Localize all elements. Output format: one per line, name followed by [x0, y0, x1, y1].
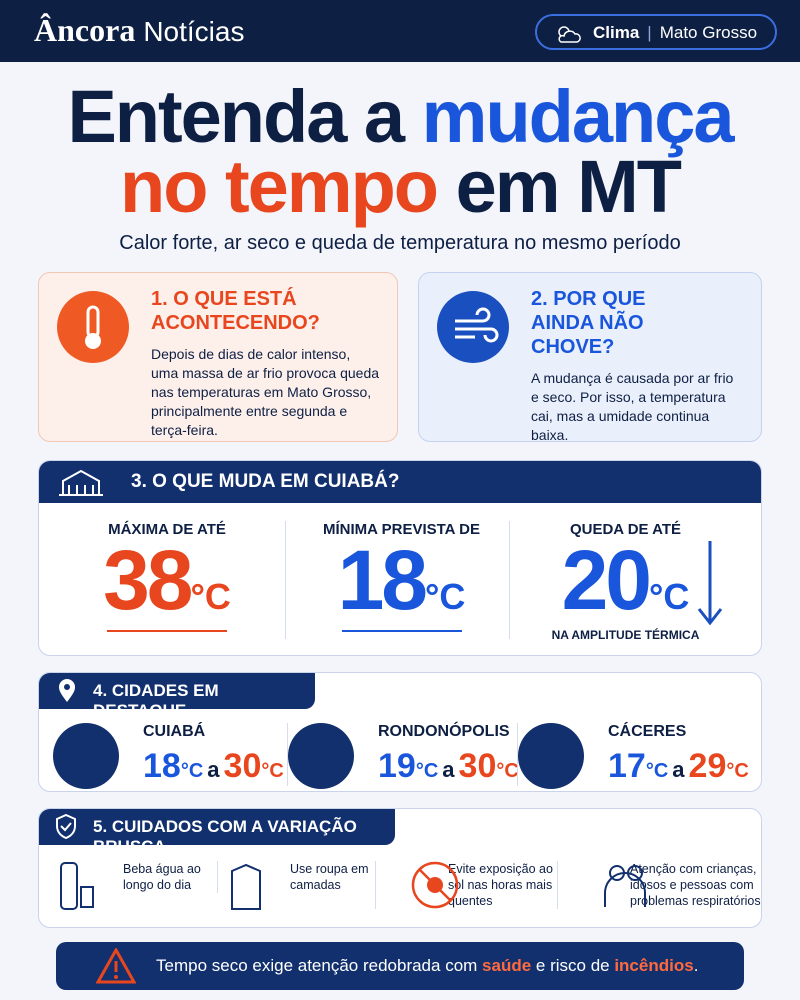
card: 1. O QUE ESTÁ ACONTECENDO? Depois de dia…: [38, 272, 398, 442]
shield-icon: [56, 814, 76, 840]
city-name: CUIABÁ: [143, 723, 206, 740]
unit: °C: [261, 760, 284, 782]
footer-text: e risco de: [531, 956, 615, 975]
city-icon: [288, 723, 354, 789]
stat-label: MÍNIMA PREVISTA DE: [323, 521, 480, 538]
footer-banner: Tempo seco exige atenção redobrada com s…: [56, 942, 744, 990]
icon-circle: [57, 291, 129, 363]
topic: Clima: [593, 23, 640, 42]
joiner: a: [672, 757, 685, 782]
section-title: 3. O QUE MUDA EM CUIABÁ?: [131, 471, 400, 492]
headline-line-1: Entenda a mudança: [0, 80, 800, 154]
city-temps: 18°C a 30°C: [143, 747, 284, 786]
rule: [341, 630, 462, 632]
divider: |: [647, 23, 652, 42]
section-bar: 5. CUIDADOS COM A VARIAÇÃO BRUSCA: [39, 809, 395, 856]
max: 30: [223, 747, 262, 785]
city: CÁCERES 17°C a 29°C: [517, 723, 749, 789]
footer-highlight: saúde: [482, 956, 532, 975]
tip-icons: [60, 861, 646, 910]
footer-text: Tempo seco exige atenção redobrada com: [156, 956, 483, 975]
city-name: RONDONÓPOLIS: [378, 723, 510, 740]
stat-value: 18°C: [286, 538, 517, 622]
thermometer-icon: [85, 305, 101, 349]
max: 30: [458, 747, 497, 785]
cuiaba-section: 3. O QUE MUDA EM CUIABÁ? MÁXIMA DE ATÉ 38…: [38, 460, 762, 656]
stat-label: QUEDA DE ATÉ: [569, 521, 682, 538]
headline-part: mudança: [421, 75, 735, 158]
stat: MÍNIMA PREVISTA DE 18°C: [285, 521, 517, 639]
header-bar: Âncora Notícias Clima | Mato Grosso: [0, 0, 800, 62]
weather-icon: [558, 26, 581, 43]
unit: °C: [415, 760, 439, 782]
section-bar: 3. O QUE MUDA EM CUIABÁ?: [39, 461, 761, 503]
unit: °C: [180, 760, 204, 782]
headline-line-2: no tempo em MT: [0, 150, 800, 224]
value: 20: [561, 533, 652, 627]
place: Mato Grosso: [659, 23, 758, 42]
tip: Atenção com crianças, idosos e pessoas c…: [557, 861, 761, 909]
brand: Âncora Notícias: [34, 12, 244, 49]
stat-value: 38°C: [51, 538, 283, 622]
city-temps: 17°C a 29°C: [608, 747, 749, 786]
down-arrow: [697, 541, 723, 626]
brand-name: Âncora: [34, 12, 136, 48]
rule: [107, 630, 227, 632]
section-bar: 4. CIDADES EM DESTAQUE: [39, 673, 315, 720]
cities-section: 4. CIDADES EM DESTAQUE CUIABÁ 18°C a 30°C R…: [38, 672, 762, 792]
card-title: 2. POR QUE AINDA NÃO CHOVE?: [531, 288, 646, 358]
care-section: 5. CUIDADOS COM A VARIAÇÃO BRUSCA Beba á…: [38, 808, 762, 928]
brand-suffix: Notícias: [143, 16, 245, 47]
card-body: A mudança é causada por ar frio e seco. …: [531, 370, 734, 443]
headline-part: no tempo: [120, 145, 439, 228]
building-icon: [59, 469, 103, 496]
card-body: Depois de dias de calor intenso, uma mas…: [151, 346, 380, 438]
unit: °C: [190, 576, 231, 617]
card-title: 1. O QUE ESTÁ ACONTECENDO?: [151, 288, 320, 334]
min: 19: [378, 747, 416, 785]
topic-badge: Clima | Mato Grosso: [535, 14, 777, 50]
unit: °C: [496, 760, 519, 782]
subtitle: Calor forte, ar seco e queda de temperat…: [119, 232, 681, 254]
stat-label: MÁXIMA DE ATÉ: [108, 521, 226, 538]
city-name: CÁCERES: [608, 723, 687, 740]
warning-icon: [96, 948, 136, 984]
city: CUIABÁ 18°C a 30°C: [53, 723, 284, 789]
stat-note: NA AMPLITUDE TÉRMICA: [551, 628, 700, 642]
unit: °C: [649, 576, 690, 617]
stat-value: 20°C: [510, 538, 741, 622]
tip: Use roupa em camadas: [217, 861, 397, 893]
section-title: 4. CIDADES EM DESTAQUE: [93, 681, 219, 720]
unit: °C: [645, 760, 669, 782]
wind-icon: [455, 307, 499, 343]
city: RONDONÓPOLIS 19°C a 30°C: [287, 723, 519, 789]
footer-text: .: [693, 956, 699, 975]
value: 18: [337, 533, 428, 627]
joiner: a: [442, 757, 455, 782]
unit: °C: [726, 760, 749, 782]
pin-icon: [59, 679, 75, 702]
headline-part: Entenda a: [67, 75, 422, 158]
section-title: 5. CUIDADOS COM A VARIAÇÃO BRUSCA: [93, 817, 357, 856]
city-temps: 19°C a 30°C: [378, 747, 519, 786]
icon-circle: [437, 291, 509, 363]
joiner: a: [207, 757, 220, 782]
unit: °C: [425, 576, 466, 617]
headline-part: em MT: [437, 145, 682, 228]
max: 29: [688, 747, 727, 785]
stat: QUEDA DE ATÉ 20°C NA AMPLITUDE TÉRMICA: [509, 521, 741, 642]
min: 17: [608, 747, 646, 785]
tip: Evite exposição ao sol nas horas mais qu…: [375, 861, 555, 909]
city-icon: [53, 723, 119, 789]
card: 2. POR QUE AINDA NÃO CHOVE? A mudança é …: [418, 272, 762, 443]
min: 18: [143, 747, 181, 785]
footer-highlight: incêndios: [614, 956, 694, 975]
value: 38: [103, 533, 193, 627]
city-icon: [518, 723, 584, 789]
tip: Beba água ao longo do dia: [123, 862, 201, 892]
stat: MÁXIMA DE ATÉ 38°C: [51, 521, 283, 632]
